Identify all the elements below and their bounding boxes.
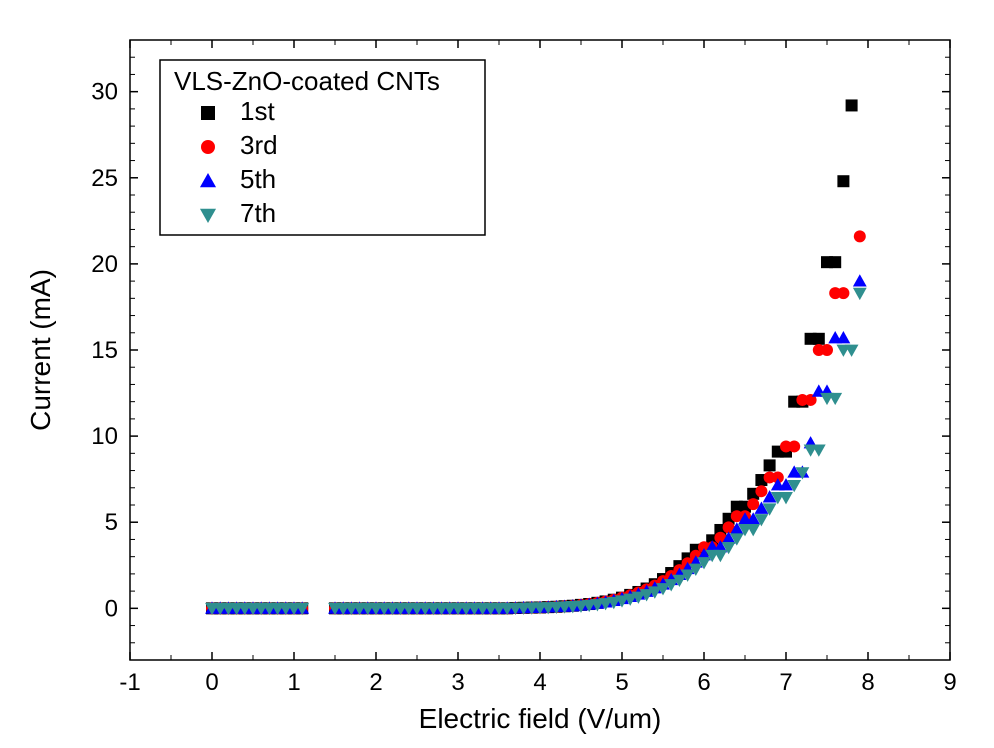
y-tick-label: 0 xyxy=(105,595,118,622)
x-tick-label: -1 xyxy=(119,669,140,696)
x-tick-label: 8 xyxy=(861,669,874,696)
y-tick-label: 15 xyxy=(91,337,118,364)
x-tick-label: 2 xyxy=(369,669,382,696)
legend-item-label: 3rd xyxy=(240,130,278,160)
y-tick-label: 10 xyxy=(91,423,118,450)
y-tick-label: 30 xyxy=(91,79,118,106)
y-tick-label: 25 xyxy=(91,165,118,192)
y-axis-label: Current (mA) xyxy=(25,269,56,431)
x-tick-label: 5 xyxy=(615,669,628,696)
x-tick-label: 7 xyxy=(779,669,792,696)
x-tick-label: 9 xyxy=(943,669,956,696)
x-tick-label: 1 xyxy=(287,669,300,696)
legend-item-label: 7th xyxy=(240,198,276,228)
x-tick-label: 0 xyxy=(205,669,218,696)
y-tick-label: 20 xyxy=(91,251,118,278)
scatter-chart: -1 0 1 2 3 4 5 6 7 8 9 0 5 10 15 20 25 30 Electric field (… xyxy=(0,0,994,748)
legend: VLS-ZnO-coated CNTs1st 3rd 5th 7th xyxy=(160,60,485,235)
legend-item-label: 5th xyxy=(240,164,276,194)
x-tick-label: 3 xyxy=(451,669,464,696)
legend-title: VLS-ZnO-coated CNTs xyxy=(174,66,440,96)
legend-item-label: 1st xyxy=(240,96,275,126)
x-axis-label: Electric field (V/um) xyxy=(419,703,662,734)
y-tick-label: 5 xyxy=(105,509,118,536)
x-tick-label: 6 xyxy=(697,669,710,696)
chart-container: -1 0 1 2 3 4 5 6 7 8 9 0 5 10 15 20 25 30 Electric field (… xyxy=(0,0,994,748)
x-tick-label: 4 xyxy=(533,669,546,696)
